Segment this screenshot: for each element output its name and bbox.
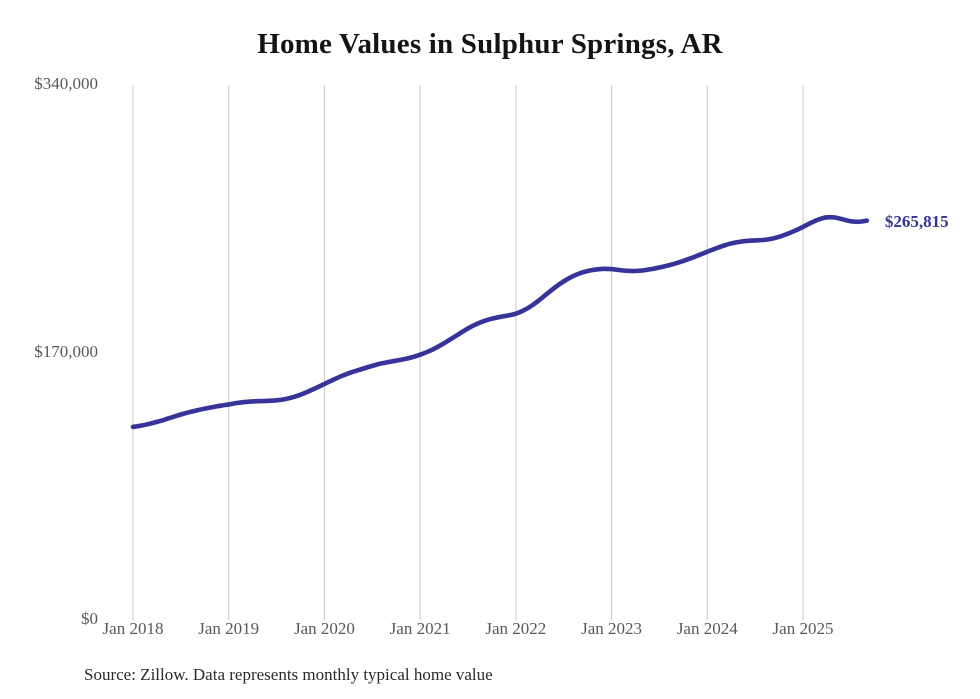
x-tick-label-5: Jan 2023 — [581, 619, 643, 638]
data-line-group — [130, 214, 870, 430]
x-tick-label-1: Jan 2019 — [198, 619, 260, 638]
y-tick-label-1: $170,000 — [34, 341, 98, 361]
gridlines — [132, 85, 804, 620]
x-tick-label-2: Jan 2020 — [293, 619, 355, 638]
end-value-annotation: $265,815 — [884, 211, 949, 231]
x-tick-label-6: Jan 2024 — [676, 619, 738, 638]
y-tick-label-2: $340,000 — [34, 74, 98, 93]
line-series-typical-home-value — [130, 214, 870, 430]
x-tick-label-3: Jan 2021 — [389, 619, 451, 638]
source-note: Source: Zillow. Data represents monthly … — [84, 665, 493, 684]
x-tick-label-4: Jan 2022 — [485, 619, 547, 638]
x-tick-label-7: Jan 2025 — [772, 619, 834, 638]
chart-title: Home Values in Sulphur Springs, AR — [257, 28, 723, 60]
x-tick-label-0: Jan 2018 — [102, 619, 164, 638]
y-tick-label-0: $0 — [81, 609, 98, 628]
